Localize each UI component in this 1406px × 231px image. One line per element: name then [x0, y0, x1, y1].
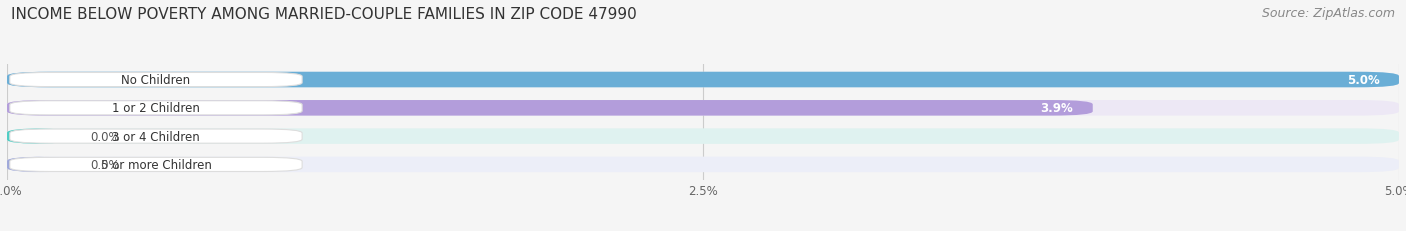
Text: 3 or 4 Children: 3 or 4 Children	[112, 130, 200, 143]
Text: INCOME BELOW POVERTY AMONG MARRIED-COUPLE FAMILIES IN ZIP CODE 47990: INCOME BELOW POVERTY AMONG MARRIED-COUPL…	[11, 7, 637, 22]
FancyBboxPatch shape	[10, 129, 302, 143]
Text: 5.0%: 5.0%	[1347, 74, 1379, 87]
FancyBboxPatch shape	[7, 73, 1399, 88]
FancyBboxPatch shape	[7, 157, 69, 172]
Text: 5 or more Children: 5 or more Children	[101, 158, 211, 171]
FancyBboxPatch shape	[10, 158, 302, 172]
Text: 3.9%: 3.9%	[1040, 102, 1073, 115]
Text: No Children: No Children	[121, 74, 191, 87]
FancyBboxPatch shape	[10, 73, 302, 87]
FancyBboxPatch shape	[7, 157, 1399, 172]
Text: 0.0%: 0.0%	[90, 130, 120, 143]
Text: 1 or 2 Children: 1 or 2 Children	[112, 102, 200, 115]
FancyBboxPatch shape	[7, 73, 1399, 88]
FancyBboxPatch shape	[10, 101, 302, 116]
FancyBboxPatch shape	[7, 100, 1092, 116]
FancyBboxPatch shape	[7, 129, 69, 144]
Text: Source: ZipAtlas.com: Source: ZipAtlas.com	[1261, 7, 1395, 20]
FancyBboxPatch shape	[7, 129, 1399, 144]
FancyBboxPatch shape	[7, 100, 1399, 116]
Text: 0.0%: 0.0%	[90, 158, 120, 171]
